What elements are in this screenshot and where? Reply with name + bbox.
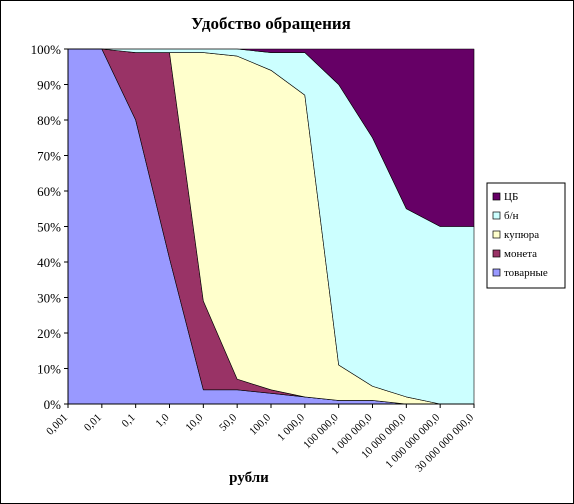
area-series-4 [67,48,475,227]
y-tick-label: 30% [37,291,61,306]
x-tick-label: 100,0 [247,411,273,437]
y-tick-label: 20% [37,326,61,341]
y-tick-label: 80% [37,113,61,128]
y-tick-label: 60% [37,184,61,199]
x-tick-label: 0,1 [120,412,138,430]
x-tick-label: 1,0 [153,411,172,430]
y-tick-label: 50% [37,220,61,235]
x-axis-label: рубли [229,470,269,486]
legend-label: товарные [504,267,548,279]
x-tick-label: 1 000,0 [275,411,307,443]
legend-label: ЦБ [504,191,518,203]
legend-swatch [492,230,501,239]
y-tick-label: 70% [37,149,61,164]
legend-swatch [492,249,501,258]
y-tick-label: 40% [37,255,61,270]
legend: ЦБ б/н купюра монета товарные [486,182,566,289]
x-tick-label: 30 000 000 000,0 [413,411,476,474]
y-tick-label: 100% [31,42,62,57]
x-tick-label: 0,01 [82,412,104,434]
area-series-group [67,48,475,405]
y-tick-label: 0% [44,397,62,412]
legend-swatch [492,268,501,277]
x-tick-label: 10,0 [183,411,205,433]
legend-swatch [492,211,501,220]
x-tick-label: 0,001 [44,412,70,438]
legend-label: монета [504,248,537,260]
legend-label: купюра [504,229,539,241]
legend-label: б/н [504,210,519,222]
y-tick-labels: 0% 10% 20% 30% 40% 50% 60% 70% 80% 90% 100% [31,42,62,412]
y-tick-label: 10% [37,362,61,377]
x-tick-label: 50,0 [217,411,239,433]
y-tick-label: 90% [37,78,61,93]
axes [64,48,475,408]
chart-title: Удобство обращения [191,14,351,33]
legend-swatch [492,192,501,201]
